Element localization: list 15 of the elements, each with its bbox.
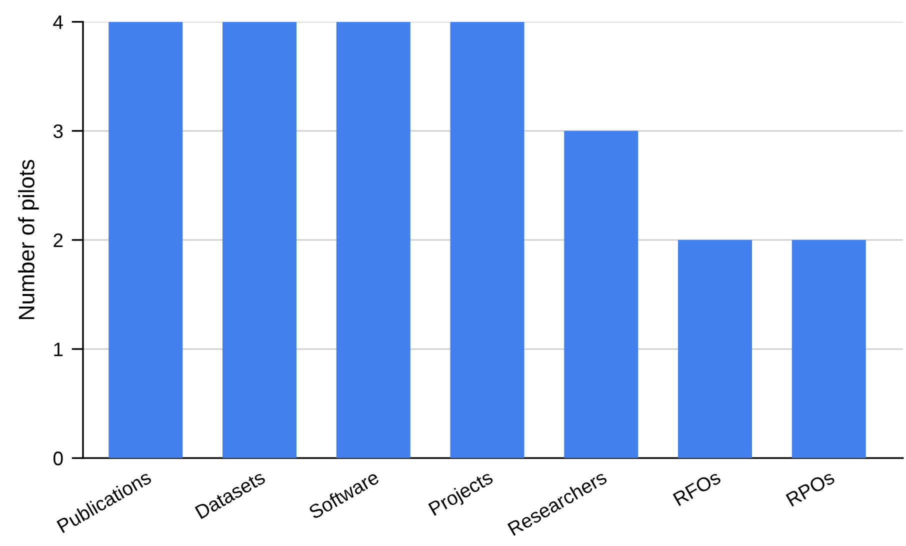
x-tick-label: RFOs	[672, 470, 722, 506]
x-tick-label: RPOs	[786, 470, 836, 507]
y-tick-label: 0	[53, 452, 63, 466]
y-axis-title: Number of pilots	[18, 160, 39, 320]
bar	[792, 240, 866, 458]
bar	[108, 22, 183, 458]
bar	[678, 240, 752, 458]
y-tick-label: 2	[54, 233, 63, 248]
y-tick-label: 1	[54, 342, 63, 356]
y-tick-label: 3	[53, 124, 63, 138]
y-tick-label: 4	[53, 16, 63, 29]
bar	[564, 130, 638, 458]
bar	[450, 22, 524, 458]
bar	[336, 22, 410, 458]
bar	[222, 22, 297, 458]
